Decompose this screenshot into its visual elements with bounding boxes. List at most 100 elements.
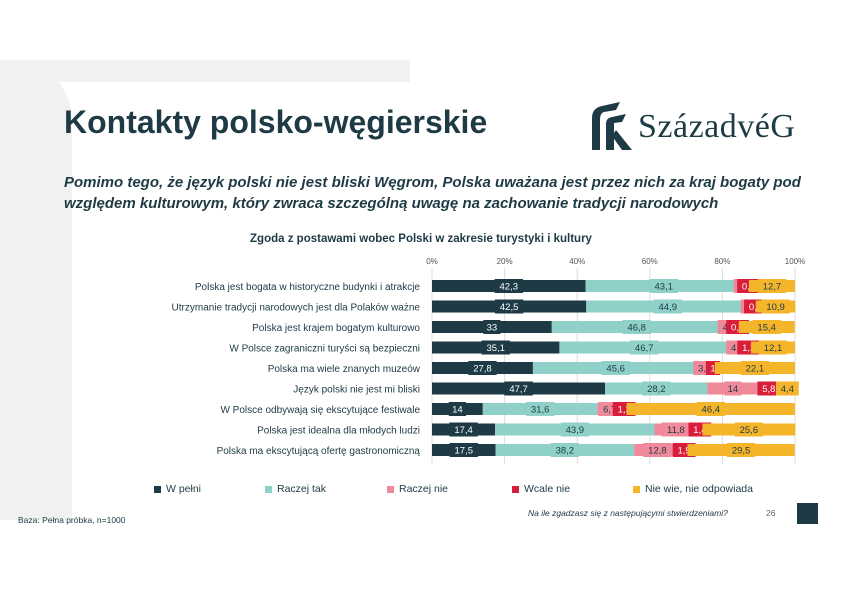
legend-item: W pełni [154,483,201,495]
data-label: 12,1 [764,343,783,354]
data-label-bg [724,381,742,396]
data-label: 6,7 [603,405,616,416]
data-label-bg [468,361,497,375]
data-label-bg [653,299,682,314]
data-label: 10,9 [766,302,785,313]
data-label: 1 [710,364,715,375]
data-label: 3,5 [698,364,711,375]
data-label-bg [449,443,478,457]
legend-swatch [154,485,161,493]
data-label-bg [775,381,799,396]
data-label-bg [601,361,630,375]
data-label: 1,9 [677,446,690,457]
data-label: 38,2 [556,446,575,457]
data-label-bg [726,443,756,457]
legend-label: Wcale nie [524,483,571,495]
data-label-bg [481,340,510,355]
data-label-bg [449,422,478,437]
legend-label: Nie wie, nie odpowiada [645,483,753,495]
page-number: 26 [766,508,776,518]
x-tick-label: 40% [569,257,585,266]
data-label: 0,6 [731,323,744,334]
legend-swatch [265,485,272,493]
x-tick-label: 100% [785,257,805,266]
data-label: 1,3 [742,343,755,354]
page-title: Kontakty polsko-węgierskie [64,104,488,140]
legend-item: Raczej tak [265,483,326,495]
data-label: 43,9 [566,425,585,436]
data-label-bg [504,381,533,396]
data-label: 29,5 [732,446,751,457]
x-tick-label: 0% [426,257,438,266]
data-label-bg [483,320,501,334]
data-label-bg [649,279,678,293]
legend-label: Raczej nie [399,483,449,495]
data-label: 28,2 [647,384,666,395]
category-label: Polska ma wiele znanych muzeów [268,364,421,375]
legend-swatch [387,485,394,493]
x-tick-label: 80% [714,257,730,266]
data-label: 31,6 [531,405,550,416]
legend-item: Nie wie, nie odpowiada [633,483,753,495]
data-label: 33 [487,323,498,334]
data-label-bg [642,381,671,396]
category-label: Polska jest idealna dla młodych ludzi [257,426,420,437]
data-label-bg [740,361,770,375]
data-label: 11,8 [667,425,685,436]
category-label: W Polsce odbywają się ekscytujące festiw… [220,405,420,416]
data-label-bg [757,279,787,293]
data-label: 42,3 [500,282,519,293]
x-tick-label: 60% [642,257,658,266]
data-label-bg [661,422,691,437]
data-label-bg [550,443,580,457]
data-label-bg [629,340,659,355]
data-label: 46,8 [627,323,646,334]
data-label: 1,4 [693,425,706,436]
legend-swatch [512,485,519,493]
data-label: 45,6 [606,364,625,375]
category-label: Język polski nie jest mi bliski [293,385,420,396]
data-label-bg [525,402,555,416]
logo-text: SzázadvéG [638,108,796,145]
data-label-bg [757,381,781,396]
data-label: 43,1 [655,282,674,293]
data-label: 22,1 [746,364,765,375]
data-label: 46,7 [635,343,654,354]
x-tick-label: 20% [497,257,513,266]
data-label-bg [761,299,790,314]
data-label: 12,7 [763,282,782,293]
stacked-bar-chart: 0% 20% 40% 60% 80% 100% Polska jest bogata w h… [172,257,805,464]
data-label: 44,9 [659,302,678,313]
legend-label: W pełni [166,483,202,495]
data-label: 0,2 [749,302,762,313]
data-label-bg [696,402,725,416]
data-label: 47,7 [509,384,528,395]
legend-item: Wcale nie [512,483,570,495]
category-label: Polska jest bogata w historyczne budynki… [195,282,421,293]
category-label: Polska jest krajem bogatym kulturowo [252,323,420,334]
data-label: 17,5 [455,446,474,457]
data-label-bg [448,402,467,416]
data-label: 5,8 [762,384,775,395]
legend-item: Raczej nie [387,483,448,495]
data-label: 42,5 [500,302,519,313]
data-label: 0,2 [742,282,755,293]
data-label: 46,4 [702,405,721,416]
page-marker [797,503,818,524]
chart-title: Zgoda z postawami wobec Polski w zakresi… [250,233,592,245]
data-label: 1,3 [618,405,631,416]
data-label-bg [494,299,524,314]
data-label: 17,4 [454,425,473,436]
page-subtitle: Pomimo tego, że język polski nie jest bl… [64,174,801,212]
data-label-bg [622,320,651,334]
data-label-bg [758,340,788,355]
chart-legend: W pełni Raczej tak Raczej nie Wcale nie Nie … [0,483,842,497]
survey-question: Na ile zgadzasz się z następującymi stwi… [528,508,728,518]
data-label: 35,1 [486,343,505,354]
data-label-bg [643,443,672,457]
data-label-bg [734,422,764,437]
legend-label: Raczej tak [277,483,327,495]
background-decor-left [0,60,72,520]
data-label: 12,8 [648,446,667,457]
sample-base-note: Baza: Pełna próbka, n=1000 [18,515,126,525]
